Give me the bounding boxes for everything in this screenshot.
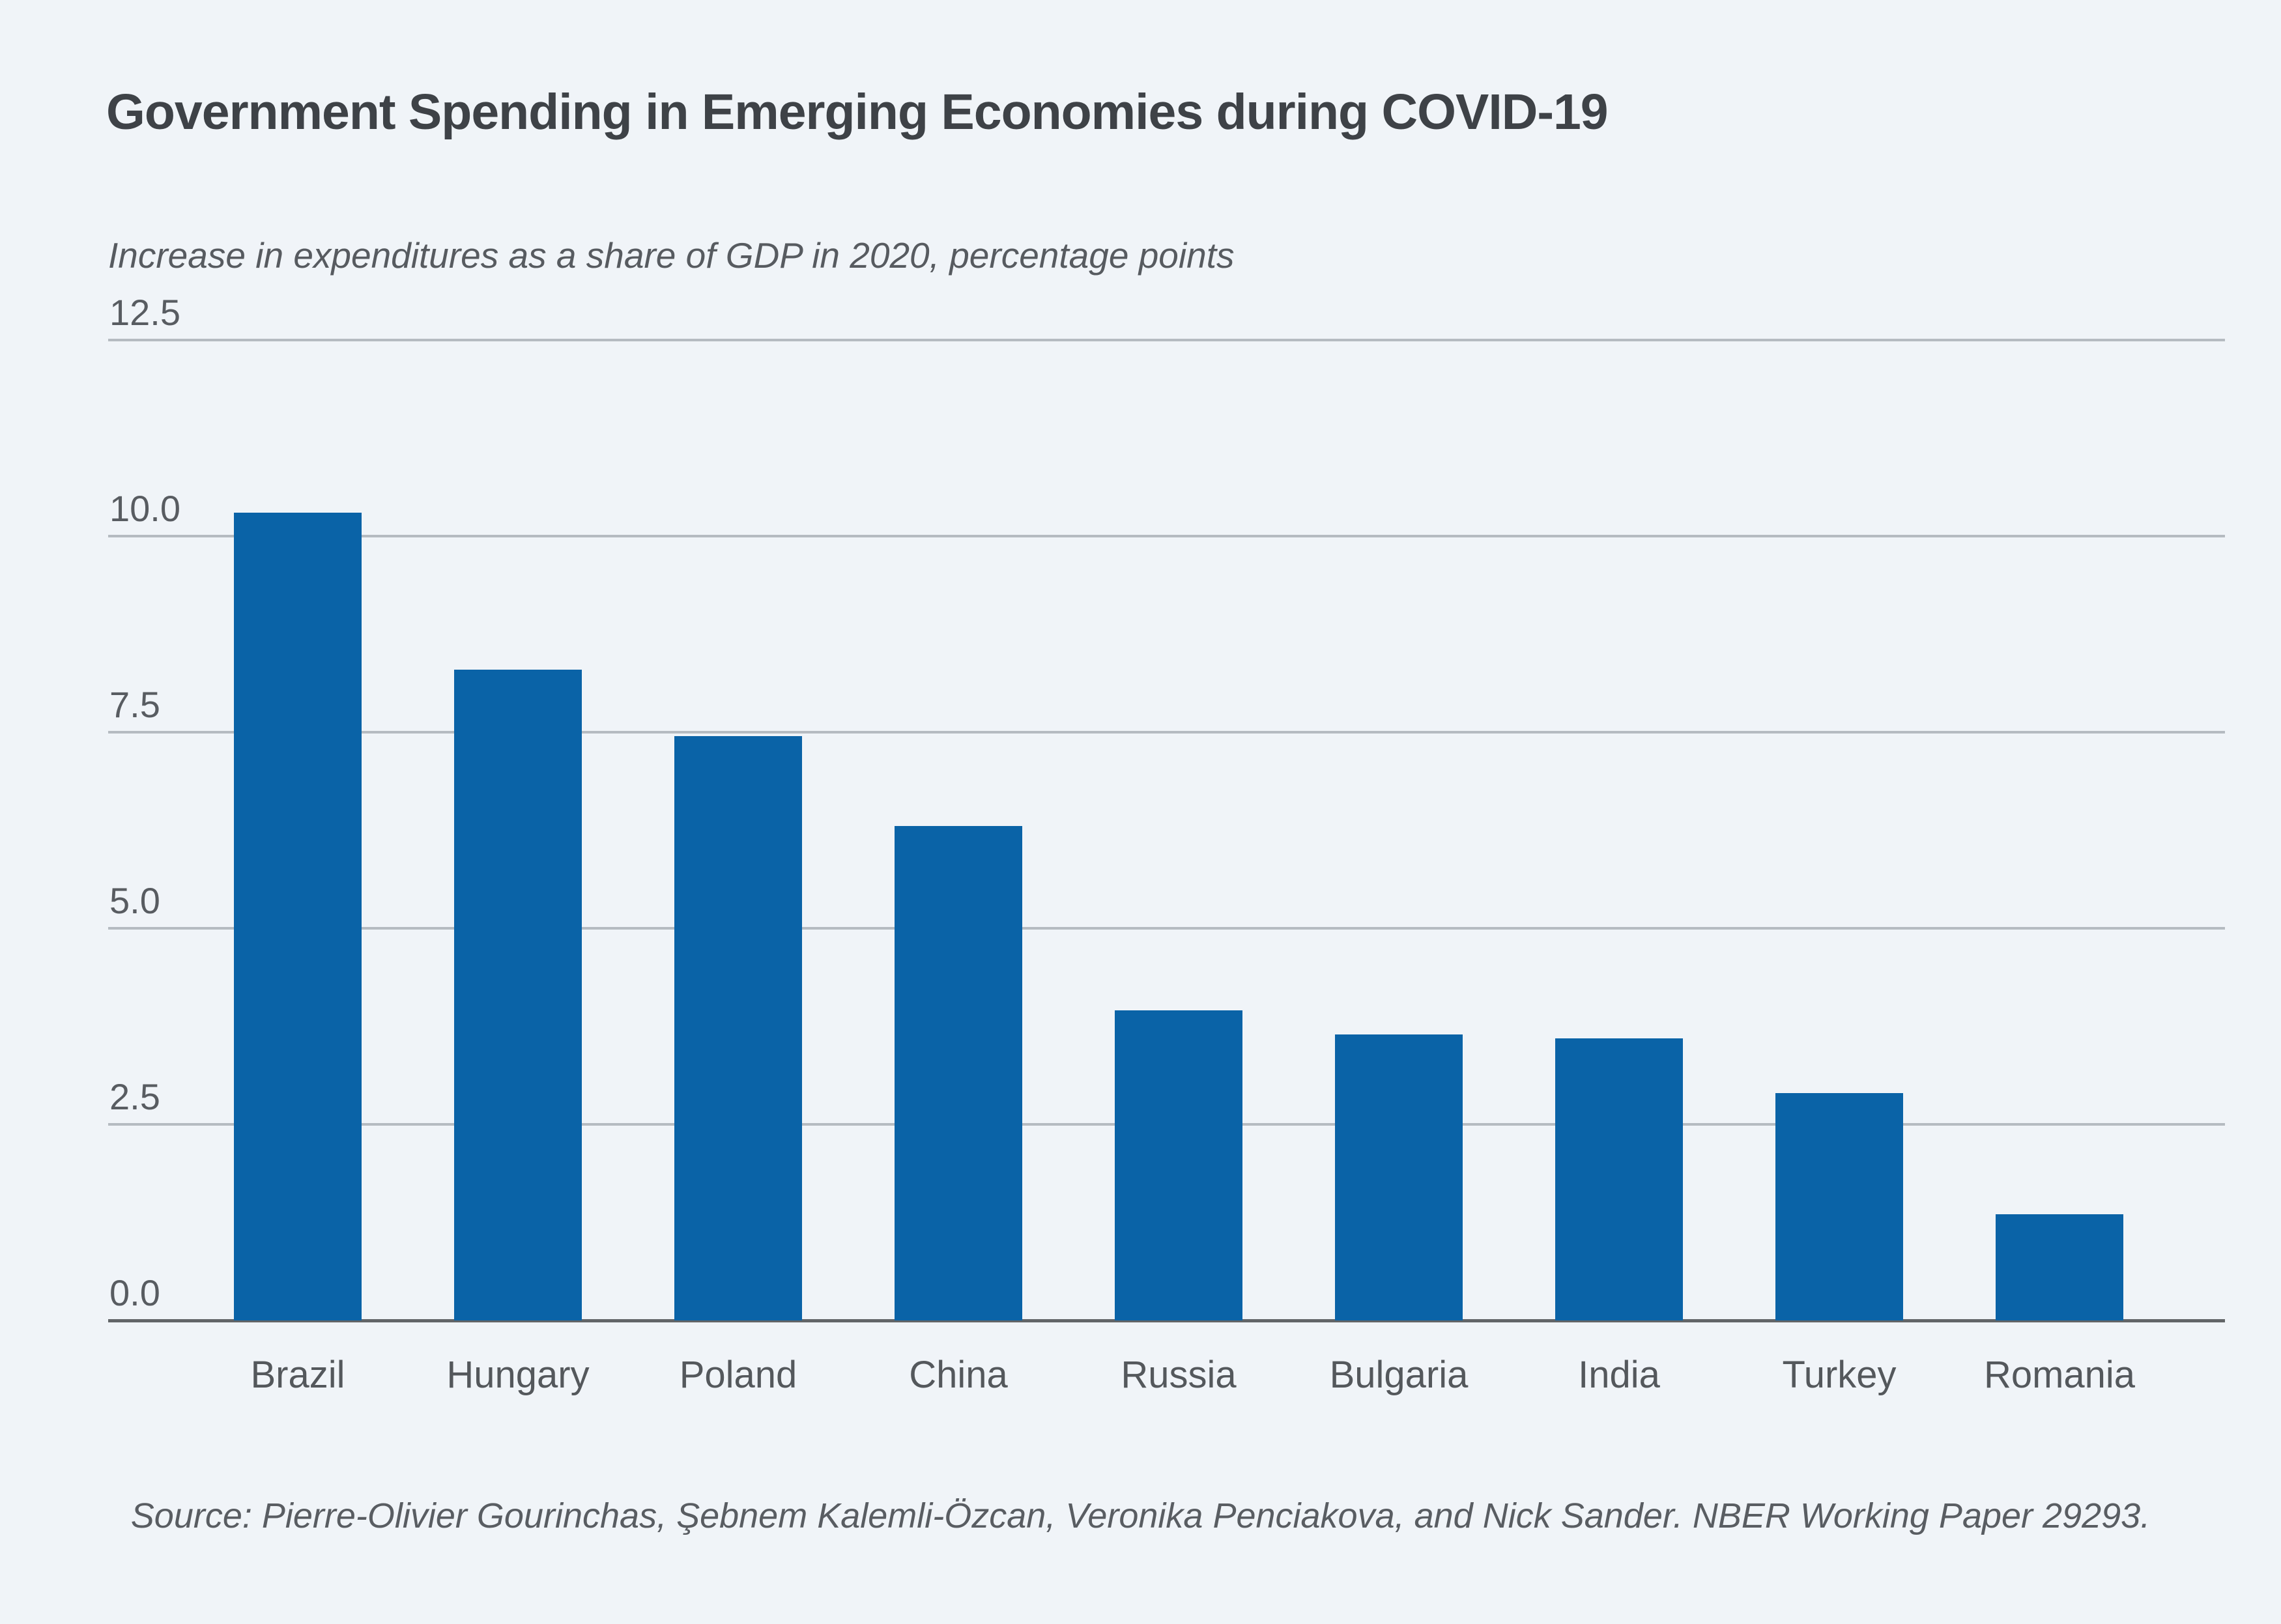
bar-bulgaria — [1335, 1034, 1463, 1320]
bar-brazil — [234, 512, 362, 1320]
y-tick-label: 5.0 — [109, 880, 160, 921]
gridline — [108, 927, 2225, 930]
gridline — [108, 535, 2225, 537]
y-tick-label: 12.5 — [109, 292, 180, 333]
x-tick-label: China — [909, 1354, 1008, 1396]
bar-russia — [1115, 1010, 1242, 1320]
chart-title: Government Spending in Emerging Economie… — [106, 84, 1609, 140]
source-note: Source: Pierre-Olivier Gourinchas, Şebne… — [130, 1496, 2151, 1535]
x-tick-label: India — [1578, 1354, 1660, 1396]
x-tick-label: Brazil — [250, 1354, 345, 1396]
x-tick-label: Poland — [679, 1354, 797, 1396]
bar-turkey — [1775, 1092, 1903, 1320]
gridline — [108, 339, 2225, 341]
x-tick-label: Hungary — [446, 1354, 590, 1396]
x-tick-label: Russia — [1121, 1354, 1237, 1396]
plot-area: 12.5 10.0 7.5 5.0 2.5 0.0 — [108, 293, 2225, 1322]
chart-subtitle: Increase in expenditures as a share of G… — [108, 235, 1235, 276]
bar-china — [895, 826, 1022, 1320]
bar-romania — [1996, 1214, 2123, 1320]
x-tick-label: Bulgaria — [1329, 1354, 1469, 1396]
bar-india — [1555, 1038, 1683, 1320]
x-axis-line — [108, 1319, 2225, 1322]
bar-hungary — [454, 669, 582, 1320]
x-tick-label: Turkey — [1782, 1354, 1897, 1396]
y-tick-label: 2.5 — [109, 1076, 160, 1117]
x-tick-label: Romania — [1983, 1354, 2136, 1396]
y-tick-label: 10.0 — [109, 488, 180, 529]
y-tick-label: 0.0 — [109, 1272, 160, 1313]
y-tick-label: 7.5 — [109, 684, 160, 725]
bar-poland — [674, 736, 802, 1320]
gridline — [108, 731, 2225, 734]
